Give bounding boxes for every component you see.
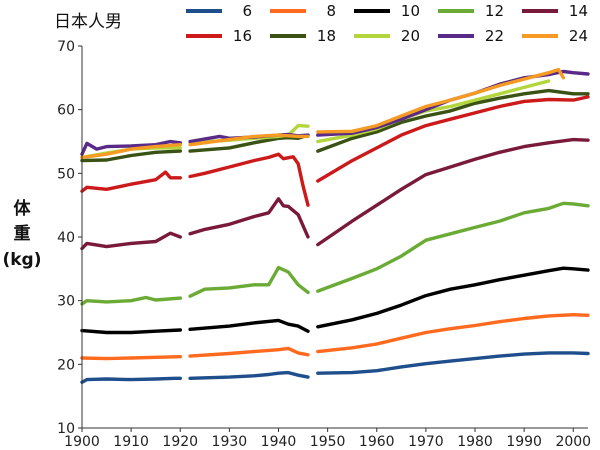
y-tick-label: 10 (57, 421, 75, 437)
legend: 6 8 10 12 14 16 18 20 22 24 (186, 2, 588, 45)
series-line-16 (80, 170, 183, 193)
series-6 (80, 351, 590, 384)
series-line-24 (188, 133, 310, 147)
legend-item-16: 16 (186, 27, 252, 45)
x-tick-label: 1940 (261, 434, 297, 450)
series-line-10 (80, 328, 183, 335)
y-axis-label: 体重 (kg) (2, 198, 41, 270)
x-tick-label: 2000 (555, 434, 591, 450)
x-tick-label: 1960 (359, 434, 395, 450)
legend-item-12: 12 (438, 2, 504, 20)
legend-label: 14 (569, 2, 588, 20)
series-14 (80, 137, 590, 251)
series-10 (80, 266, 590, 335)
series-line-18 (316, 88, 590, 153)
legend-label: 6 (242, 2, 252, 20)
y-tick-label: 30 (57, 294, 75, 310)
series-16 (80, 95, 590, 207)
y-axis-label-line: 体 (14, 198, 32, 219)
legend-item-20: 20 (354, 27, 420, 45)
chart-title: 日本人男 (54, 12, 122, 32)
axes: 10 20 30 40 50 60 70 1900 1910 1920 1930 1940 1950 19… (57, 39, 591, 450)
series-line-8 (188, 346, 310, 358)
legend-item-24: 24 (522, 27, 588, 45)
series-line-8 (316, 313, 590, 354)
y-axis-label-line: (kg) (2, 250, 41, 270)
legend-item-6: 6 (186, 2, 252, 20)
legend-item-18: 18 (270, 27, 336, 45)
x-tick-label: 1900 (64, 434, 100, 450)
x-tick-label: 1980 (457, 434, 493, 450)
series-line-8 (80, 355, 183, 361)
series-line-10 (188, 318, 310, 333)
series-line-24 (316, 67, 566, 134)
legend-label: 24 (569, 27, 588, 45)
legend-label: 10 (401, 2, 420, 20)
series-18 (80, 88, 590, 163)
x-tick-label: 1970 (408, 434, 444, 450)
series-line-16 (188, 152, 310, 207)
legend-item-10: 10 (354, 2, 420, 20)
legend-item-14: 14 (522, 2, 588, 20)
x-tick-label: 1990 (506, 434, 542, 450)
x-tick-label: 1950 (310, 434, 346, 450)
series-line-22 (80, 139, 183, 156)
series-line-18 (188, 133, 310, 153)
series-line-6 (316, 351, 590, 375)
x-tick-label: 1920 (162, 434, 198, 450)
series-24 (80, 67, 566, 160)
y-tick-label: 20 (57, 357, 75, 373)
series-line-6 (80, 376, 183, 384)
series-line-14 (316, 137, 590, 247)
y-tick-label: 60 (57, 103, 75, 119)
series-line-14 (80, 231, 183, 251)
legend-label: 18 (317, 27, 336, 45)
legend-label: 20 (401, 27, 420, 45)
y-tick-label: 40 (57, 230, 75, 246)
legend-label: 12 (485, 2, 504, 20)
x-tick-label: 1930 (212, 434, 248, 450)
legend-label: 8 (326, 2, 336, 20)
series-line-10 (316, 266, 590, 329)
plot-area (80, 67, 590, 384)
series-line-12 (316, 201, 590, 293)
series-12 (80, 201, 590, 306)
y-axis-label-line: 重 (14, 223, 31, 244)
series-line-6 (188, 370, 310, 380)
legend-item-22: 22 (438, 27, 504, 45)
legend-label: 16 (233, 27, 252, 45)
series-line-12 (188, 265, 310, 298)
legend-label: 22 (485, 27, 504, 45)
x-tick-label: 1910 (113, 434, 149, 450)
series-line-12 (80, 295, 183, 306)
series-line-16 (316, 95, 590, 183)
legend-item-8: 8 (270, 2, 336, 20)
series-line-24 (80, 142, 183, 160)
series-line-14 (188, 197, 310, 239)
series-line-18 (80, 149, 183, 163)
y-tick-label: 50 (57, 166, 75, 182)
series-8 (80, 313, 590, 361)
y-tick-label: 70 (57, 39, 75, 55)
